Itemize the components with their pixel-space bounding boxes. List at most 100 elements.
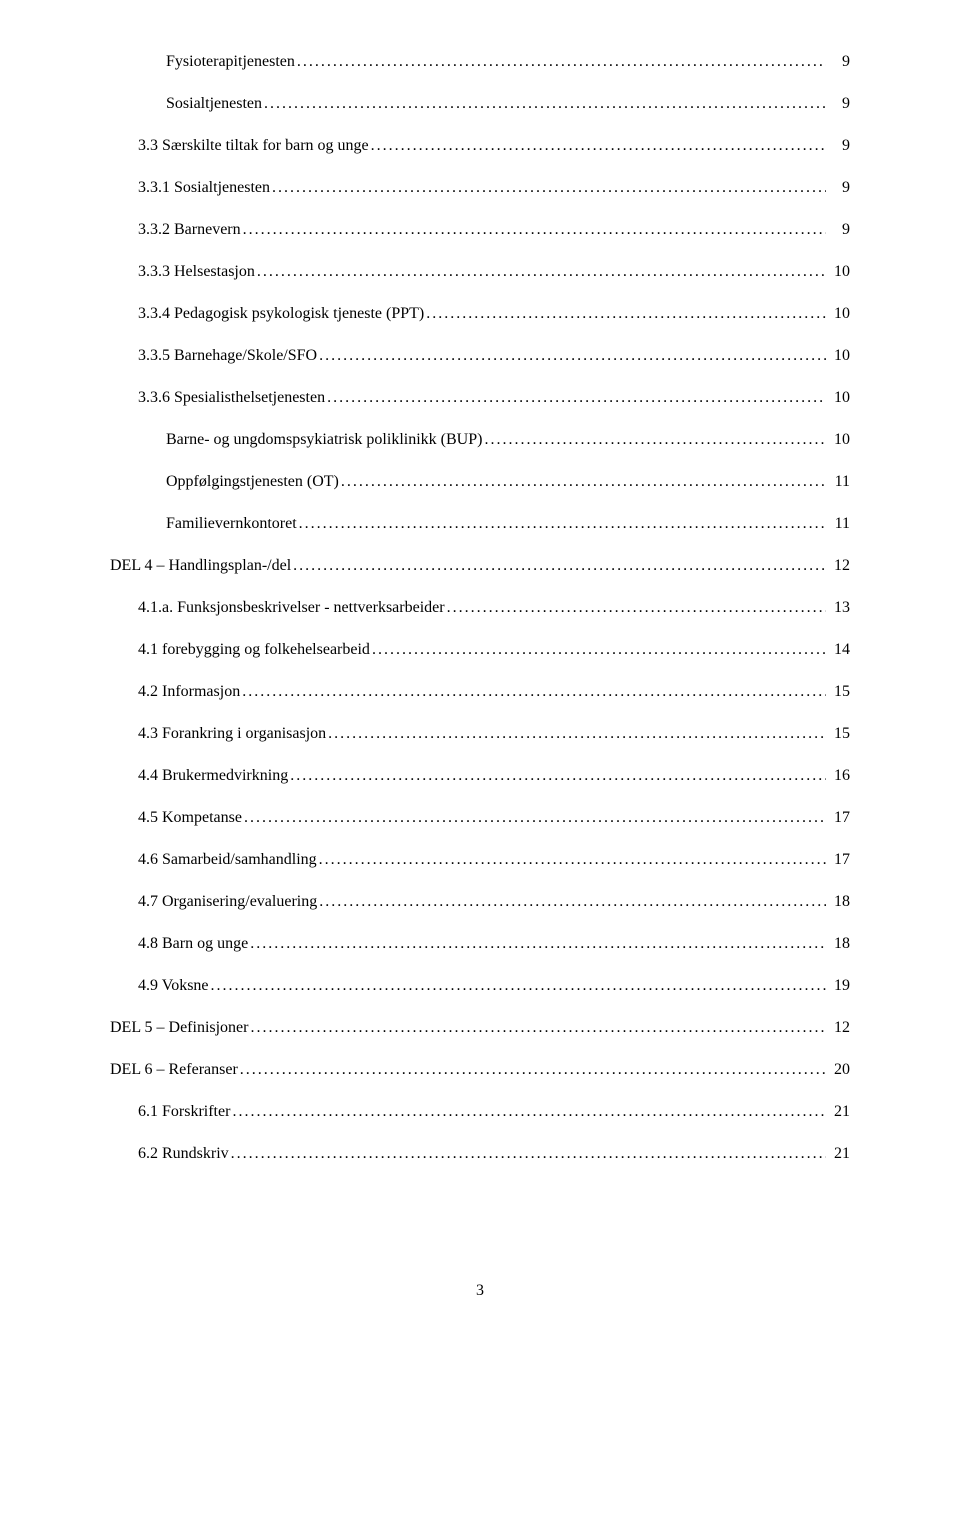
toc-label: DEL 6 – Referanser	[110, 1062, 238, 1078]
toc-leader	[325, 390, 826, 406]
toc-label: 4.2 Informasjon	[138, 684, 240, 700]
toc-leader	[288, 768, 826, 784]
toc-leader	[242, 810, 826, 826]
toc-label: Oppfølgingstjenesten (OT)	[166, 474, 339, 490]
toc-leader	[209, 978, 826, 994]
toc-label: Familievernkontoret	[166, 516, 297, 532]
toc-page: 18	[826, 936, 850, 952]
toc-row: 4.5 Kompetanse 17	[138, 810, 850, 826]
toc-label: 4.6 Samarbeid/samhandling	[138, 852, 317, 868]
toc-row: 3.3.2 Barnevern 9	[138, 222, 850, 238]
toc-leader	[270, 180, 826, 196]
toc-row: 3.3 Særskilte tiltak for barn og unge9	[138, 138, 850, 154]
toc-leader	[230, 1104, 826, 1120]
toc-row: 4.2 Informasjon 15	[138, 684, 850, 700]
toc-leader	[291, 558, 826, 574]
toc-page: 10	[826, 348, 850, 364]
toc-page: 17	[826, 852, 850, 868]
toc-leader	[424, 306, 826, 322]
toc-label: 4.1 forebygging og folkehelsearbeid	[138, 642, 370, 658]
toc-leader	[241, 222, 826, 238]
toc-label: 3.3 Særskilte tiltak for barn og unge	[138, 138, 369, 154]
toc-leader	[255, 264, 826, 280]
toc-row: 3.3.5 Barnehage/Skole/SFO 10	[138, 348, 850, 364]
toc-label: 4.1.a. Funksjonsbeskrivelser - nettverks…	[138, 600, 445, 616]
toc-label: DEL 5 – Definisjoner	[110, 1020, 248, 1036]
toc-leader	[482, 432, 826, 448]
toc-row: DEL 5 – Definisjoner 12	[110, 1020, 850, 1036]
toc-label: 6.1 Forskrifter	[138, 1104, 230, 1120]
toc-page: 19	[826, 978, 850, 994]
page-number: 3	[110, 1282, 850, 1300]
toc-row: Barne- og ungdomspsykiatrisk poliklinikk…	[166, 432, 850, 448]
toc-leader	[248, 1020, 826, 1036]
toc-page: 11	[826, 474, 850, 490]
toc-row: 3.3.4 Pedagogisk psykologisk tjeneste (P…	[138, 306, 850, 322]
toc-leader	[317, 348, 826, 364]
toc-leader	[229, 1146, 826, 1162]
toc-label: 3.3.4 Pedagogisk psykologisk tjeneste (P…	[138, 306, 424, 322]
toc-leader	[317, 852, 826, 868]
toc-page: 11	[826, 516, 850, 532]
toc-page: 16	[826, 768, 850, 784]
toc-page: 10	[826, 306, 850, 322]
toc-row: Oppfølgingstjenesten (OT) 11	[166, 474, 850, 490]
toc-page: 14	[826, 642, 850, 658]
toc-label: 4.4 Brukermedvirkning	[138, 768, 288, 784]
toc-row: Sosialtjenesten 9	[166, 96, 850, 112]
toc-page: 10	[826, 264, 850, 280]
toc-page: 9	[826, 180, 850, 196]
toc-leader	[297, 516, 826, 532]
toc-page: 15	[826, 684, 850, 700]
toc-leader	[295, 54, 826, 70]
toc-row: DEL 4 – Handlingsplan-/del12	[110, 558, 850, 574]
toc-leader	[262, 96, 826, 112]
toc-page: 9	[826, 96, 850, 112]
toc-row: 3.3.3 Helsestasjon10	[138, 264, 850, 280]
toc-label: 4.9 Voksne	[138, 978, 209, 994]
toc-row: 4.1 forebygging og folkehelsearbeid 14	[138, 642, 850, 658]
toc-leader	[326, 726, 826, 742]
toc-row: 4.6 Samarbeid/samhandling 17	[138, 852, 850, 868]
toc-row: Familievernkontoret 11	[166, 516, 850, 532]
toc-page: 15	[826, 726, 850, 742]
toc-label: 6.2 Rundskriv	[138, 1146, 229, 1162]
toc-row: 6.2 Rundskriv 21	[138, 1146, 850, 1162]
toc-label: 4.8 Barn og unge	[138, 936, 248, 952]
toc-label: Sosialtjenesten	[166, 96, 262, 112]
toc-row: 3.3.1 Sosialtjenesten 9	[138, 180, 850, 196]
toc-leader	[248, 936, 826, 952]
toc-leader	[317, 894, 826, 910]
toc-label: 4.7 Organisering/evaluering	[138, 894, 317, 910]
toc-label: Barne- og ungdomspsykiatrisk poliklinikk…	[166, 432, 482, 448]
toc-label: 4.5 Kompetanse	[138, 810, 242, 826]
toc-leader	[238, 1062, 826, 1078]
toc-page: 9	[826, 222, 850, 238]
toc-leader	[445, 600, 826, 616]
toc-leader	[370, 642, 826, 658]
toc-label: 3.3.6 Spesialisthelsetjenesten	[138, 390, 325, 406]
toc-page: 21	[826, 1146, 850, 1162]
toc-row: DEL 6 – Referanser20	[110, 1062, 850, 1078]
toc-row: 4.4 Brukermedvirkning 16	[138, 768, 850, 784]
toc-page: 13	[826, 600, 850, 616]
toc-page: 12	[826, 1020, 850, 1036]
toc-row: Fysioterapitjenesten9	[166, 54, 850, 70]
toc-row: 4.9 Voksne 19	[138, 978, 850, 994]
toc-row: 4.7 Organisering/evaluering18	[138, 894, 850, 910]
toc-label: 3.3.5 Barnehage/Skole/SFO	[138, 348, 317, 364]
toc-row: 4.3 Forankring i organisasjon 15	[138, 726, 850, 742]
toc-label: 3.3.1 Sosialtjenesten	[138, 180, 270, 196]
toc-page: 10	[826, 432, 850, 448]
toc-row: 4.1.a. Funksjonsbeskrivelser - nettverks…	[138, 600, 850, 616]
table-of-contents: Fysioterapitjenesten9Sosialtjenesten93.3…	[110, 54, 850, 1162]
toc-page: 10	[826, 390, 850, 406]
toc-leader	[240, 684, 826, 700]
toc-leader	[369, 138, 826, 154]
toc-label: 3.3.2 Barnevern	[138, 222, 241, 238]
toc-label: 4.3 Forankring i organisasjon	[138, 726, 326, 742]
toc-page: 21	[826, 1104, 850, 1120]
toc-page: 17	[826, 810, 850, 826]
toc-label: DEL 4 – Handlingsplan-/del	[110, 558, 291, 574]
toc-row: 3.3.6 Spesialisthelsetjenesten 10	[138, 390, 850, 406]
